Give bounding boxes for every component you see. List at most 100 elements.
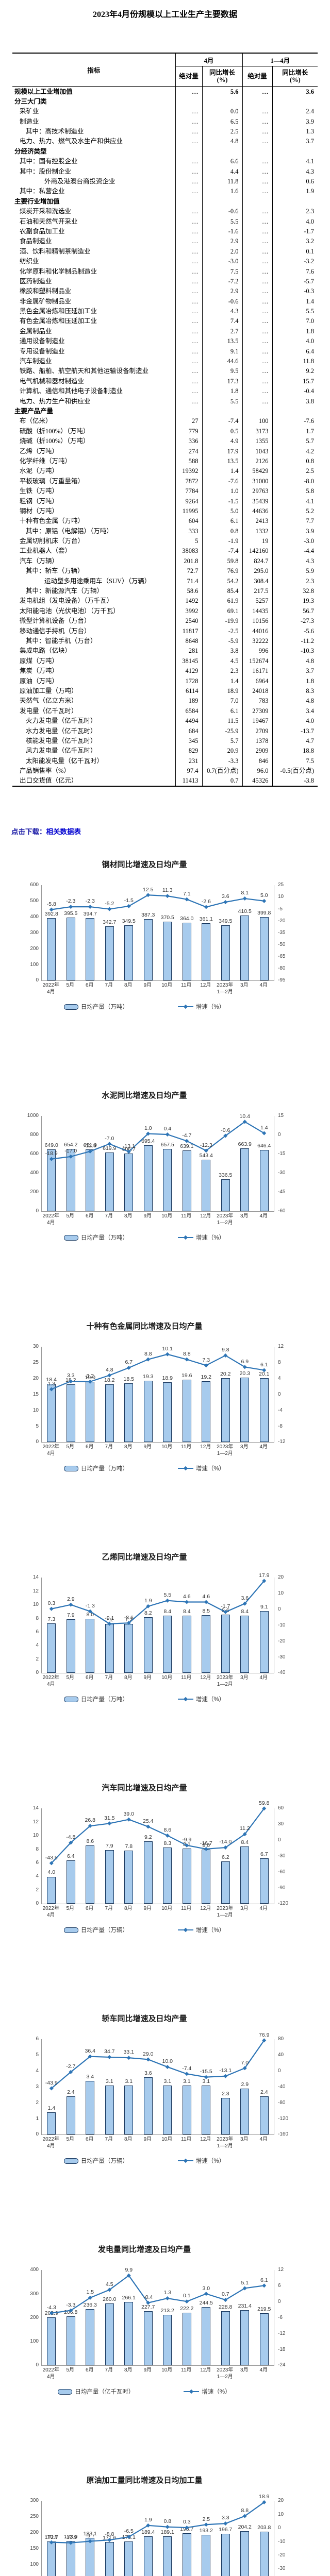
value-cell: 6.4 — [272, 346, 318, 357]
chart-electricity: 发电量同比增速及日均产量 400 300 200 100 0 12 6 0 -6 -12 -18 -24… — [0, 2243, 330, 2473]
y-axis-tick: 400 — [30, 2267, 39, 2273]
table-row: 乙烯（万吨） 274 17.9 1043 4.2 — [12, 446, 318, 456]
y-axis-tick: 3 — [36, 2083, 39, 2090]
value-cell: 1.4 — [202, 676, 243, 686]
bar — [66, 2096, 75, 2135]
chart-cement: 水泥同比增速及日均产量 1000 800 600 400 200 0 15 0 -15 -30 -45… — [0, 1089, 330, 1319]
bar-value-label: 3.6 — [144, 2070, 152, 2077]
line-marker — [49, 2540, 54, 2545]
bar — [202, 2535, 211, 2576]
bar — [47, 1623, 56, 1673]
x-axis-label: 5月 — [66, 1444, 75, 1450]
bar-value-label: 1.4 — [47, 2105, 56, 2112]
indicator-cell: 原煤（万吨） — [20, 657, 59, 665]
table-row: 规模以上工业增加值… 5.6… 3.6 — [12, 86, 318, 97]
bar-value-label: 3.4 — [86, 2073, 94, 2080]
chart-legend: 日均产量（万吨） 增速（%） — [0, 1233, 289, 1242]
line-value-label: -2.3 — [66, 898, 76, 905]
y2-axis-tick: -80 — [278, 965, 286, 972]
indicator-cell: 其中：新能源汽车（万辆） — [26, 587, 104, 595]
download-link[interactable]: 相关数据表 — [46, 828, 81, 836]
y2-axis-tick: 12 — [278, 1344, 284, 1350]
bar-value-label: 6.2 — [221, 1854, 229, 1861]
y-axis-tick: 100 — [30, 961, 39, 968]
bar-value-label: 204.2 — [238, 2524, 252, 2531]
value-cell: 4.8 — [272, 656, 318, 666]
line-marker — [49, 1607, 54, 1612]
value-cell: -0.6 — [202, 296, 243, 307]
x-axis-label: 7月 — [105, 1213, 113, 1219]
value-cell — [242, 146, 273, 157]
legend-item-bar: 日均产量（万辆） — [63, 1926, 128, 1934]
value-cell: 5.7 — [202, 736, 243, 746]
table-row: 化学纤维（万吨） 588 13.5 2126 0.8 — [12, 456, 318, 466]
x-axis-label: 8月 — [124, 1444, 133, 1450]
value-cell: 29763 — [242, 486, 273, 497]
y2-axis-tick: 0 — [278, 1606, 281, 1612]
y2-axis-tick: -30 — [278, 2566, 286, 2572]
y-axis-tick: 1 — [36, 2115, 39, 2122]
bar — [182, 1616, 191, 1673]
value-cell: 44.6 — [202, 356, 243, 366]
indicator-cell: 汽车制造业 — [20, 358, 52, 365]
y-axis-tick: 100 — [30, 2561, 39, 2567]
bar — [202, 923, 211, 981]
y-axis-tick: 300 — [30, 2291, 39, 2297]
value-cell: 824.7 — [242, 556, 273, 566]
bar — [143, 1145, 153, 1212]
line-marker — [107, 2287, 112, 2292]
bar — [182, 1849, 191, 1904]
x-axis-label: 6月 — [85, 1213, 94, 1219]
value-cell: -27.3 — [272, 616, 318, 626]
bar-swatch — [63, 1696, 78, 1702]
bar-value-label: 8.4 — [163, 1608, 172, 1615]
x-axis-label: 11月 — [181, 1213, 192, 1219]
table-row: 出口交货值（亿元） 11413 0.7 45326 -3.8 — [12, 775, 318, 787]
line-marker — [126, 2274, 131, 2278]
x-axis-label: 11月 — [181, 1906, 192, 1912]
bar — [143, 1617, 153, 1673]
line-value-label: -18.9 — [45, 1150, 58, 1157]
value-cell: 96.0 — [242, 766, 273, 776]
value-cell: 2.7 — [202, 326, 243, 336]
value-cell — [272, 406, 318, 416]
bar — [163, 1616, 172, 1673]
line-value-label: 6.1 — [260, 2277, 268, 2283]
bar — [182, 2085, 191, 2135]
value-cell: … — [175, 276, 202, 286]
value-cell: … — [175, 226, 202, 236]
bar-value-label: 19.3 — [143, 1374, 154, 1380]
value-cell: … — [242, 116, 273, 127]
table-row: 原油（万吨） 1728 1.4 6964 1.8 — [12, 676, 318, 686]
bar — [240, 1378, 250, 1443]
y-axis-tick: 600 — [30, 882, 39, 888]
value-cell: 19392 — [175, 466, 202, 477]
bar-value-label: 222.2 — [180, 2305, 194, 2312]
bar — [202, 2307, 211, 2366]
line-value-label: -9.7 — [85, 2532, 95, 2539]
table-row: 其中：新能源汽车（万辆） 58.6 85.4 217.5 32.8 — [12, 586, 318, 596]
value-cell: 38145 — [175, 656, 202, 666]
x-axis-label: 2023年 1—2月 — [217, 982, 234, 995]
line-marker — [126, 1366, 131, 1370]
value-cell: 2540 — [175, 616, 202, 626]
table-row: 分三大门类 — [12, 96, 318, 107]
indicator-cell: 电力、热力、燃气及水生产和供应业 — [20, 138, 123, 145]
value-cell: -3.8 — [272, 775, 318, 787]
y-axis-tick: 14 — [32, 1805, 39, 1811]
indicator-cell: 电力、热力生产和供应业 — [20, 397, 91, 405]
line-value-label: 2.9 — [67, 1596, 75, 1603]
y-axis-tick: 0 — [36, 1670, 39, 1676]
indicator-cell: 发电机组（发电设备）（万千瓦） — [20, 597, 113, 605]
bar-value-label: 2.4 — [67, 2089, 75, 2096]
value-cell — [202, 146, 243, 157]
table-row: 煤炭开采和洗选业… -0.6… 2.3 — [12, 206, 318, 217]
value-cell: 4.1 — [272, 496, 318, 506]
line-value-label: 10.1 — [162, 1346, 173, 1352]
line-marker — [69, 2541, 73, 2546]
bar-value-label: 8.0 — [202, 1842, 210, 1849]
value-cell: 1332 — [242, 526, 273, 536]
bar — [47, 918, 56, 981]
y2-axis-tick: 10 — [278, 2511, 284, 2517]
x-axis-label: 6月 — [85, 2137, 94, 2143]
